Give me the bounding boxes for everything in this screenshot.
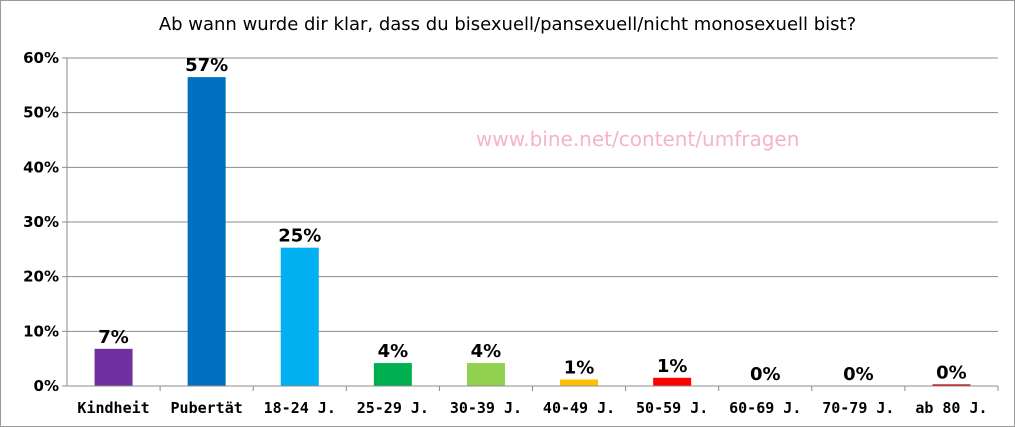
data-label: 25% bbox=[278, 226, 321, 247]
bar bbox=[373, 363, 412, 386]
bars bbox=[94, 77, 971, 386]
data-label: 57% bbox=[185, 55, 228, 76]
y-tick-label: 50% bbox=[23, 104, 59, 122]
x-tick-label: 25-29 J. bbox=[357, 399, 429, 417]
x-tick-label: 50-59 J. bbox=[636, 399, 708, 417]
x-tick-label: Pubertät bbox=[171, 399, 243, 417]
x-tick-label: 40-49 J. bbox=[543, 399, 615, 417]
x-tick-label: ab 80 J. bbox=[915, 399, 987, 417]
x-tick-label: 60-69 J. bbox=[729, 399, 801, 417]
x-tick-label: 18-24 J. bbox=[264, 399, 336, 417]
bar bbox=[94, 348, 133, 386]
x-tick-label: Kindheit bbox=[77, 399, 149, 417]
x-tick-label: 70-79 J. bbox=[822, 399, 894, 417]
labels: 0% 10% 20% 30% 40% 50% 60% Kindheit 7% Pubertät 57… bbox=[23, 49, 987, 417]
y-tick-label: 0% bbox=[34, 377, 59, 395]
bar bbox=[187, 77, 226, 386]
data-label: 0% bbox=[750, 364, 781, 385]
bar bbox=[932, 384, 971, 386]
bar bbox=[653, 377, 692, 386]
y-tick-label: 20% bbox=[23, 268, 59, 286]
data-label: 4% bbox=[471, 341, 502, 362]
watermark-text: www.bine.net/content/umfragen bbox=[476, 127, 800, 151]
y-tick-label: 30% bbox=[23, 213, 59, 231]
bar bbox=[560, 379, 599, 386]
data-label: 1% bbox=[564, 357, 595, 378]
chart-title: Ab wann wurde dir klar, dass du bisexuel… bbox=[158, 14, 857, 35]
data-label: 7% bbox=[98, 327, 129, 348]
x-tick-label: 30-39 J. bbox=[450, 399, 522, 417]
bar bbox=[466, 363, 505, 386]
y-tick-label: 40% bbox=[23, 158, 59, 176]
data-label: 4% bbox=[378, 341, 409, 362]
axes bbox=[62, 57, 999, 391]
y-tick-label: 10% bbox=[23, 322, 59, 340]
y-tick-label: 60% bbox=[23, 49, 59, 67]
data-label: 1% bbox=[657, 356, 688, 377]
data-label: 0% bbox=[936, 362, 967, 383]
data-label: 0% bbox=[843, 364, 874, 385]
bar bbox=[280, 247, 319, 386]
